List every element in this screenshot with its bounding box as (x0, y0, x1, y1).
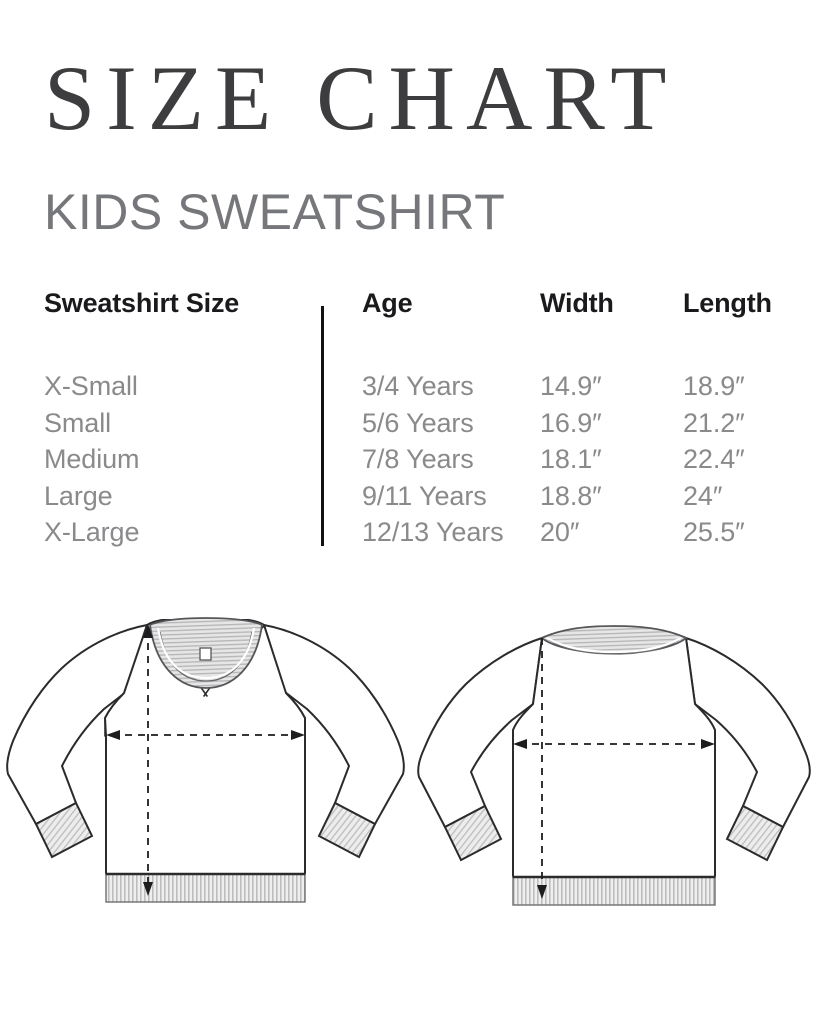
cell-age: 12/13 Years (362, 517, 504, 547)
table-vertical-divider (321, 306, 324, 546)
length-arrow-head-bottom (143, 882, 153, 896)
width-arrow-head-left-back (513, 739, 527, 749)
right-cuff (317, 801, 377, 859)
length-arrow-head-top (143, 624, 153, 638)
cuffs-back (443, 804, 785, 862)
cell-size: X-Large (44, 517, 140, 547)
cell-size: Medium (44, 444, 140, 474)
column-width: Width 14.9″ 16.9″ 18.1″ 18.8″ 20″ (540, 286, 614, 551)
cell-size: Large (44, 480, 113, 511)
cell-length: 24″ (683, 480, 723, 511)
column-sweatshirt-size: Sweatshirt Size X-Small Small Medium Lar… (44, 286, 239, 551)
column-body-sweatshirt-size: X-Small Small Medium Large X-Large (44, 368, 239, 551)
cell-size: X-Small (44, 371, 138, 401)
body-front (104, 619, 306, 875)
column-header-age: Age (362, 288, 413, 318)
cell-age: 7/8 Years (362, 444, 474, 474)
cell-width: 14.9″ (540, 371, 602, 401)
cell-length: 25.5″ (683, 517, 745, 547)
neck-label-tab (199, 647, 212, 661)
column-header-length: Length (683, 288, 772, 318)
sweatshirt-back-view (409, 596, 819, 946)
cell-width: 18.8″ (540, 480, 602, 511)
collar-ribbed-back (540, 625, 688, 655)
width-arrow-head-right (291, 730, 305, 740)
cell-age: 5/6 Years (362, 407, 474, 438)
cell-width: 18.1″ (540, 444, 602, 474)
column-body-width: 14.9″ 16.9″ 18.1″ 18.8″ 20″ (540, 368, 614, 551)
cell-length: 21.2″ (683, 407, 745, 438)
width-arrow-head-left (106, 730, 120, 740)
cell-age: 3/4 Years (362, 371, 474, 401)
column-body-age: 3/4 Years 5/6 Years 7/8 Years 9/11 Years… (362, 368, 504, 551)
right-cuff-back (725, 804, 785, 862)
left-sleeve-back (417, 637, 543, 828)
cell-age: 9/11 Years (362, 480, 487, 511)
column-header-sweatshirt-size: Sweatshirt Size (44, 288, 240, 318)
hem-band-back (512, 875, 716, 906)
column-length: Length 18.9″ 21.2″ 22.4″ 24″ 25.5″ (683, 286, 772, 551)
cell-width: 16.9″ (540, 407, 602, 438)
left-sleeve-front (6, 624, 148, 825)
measurement-arrows-back (513, 638, 715, 899)
measurement-arrows-front (106, 624, 305, 896)
cell-length: 18.9″ (683, 371, 745, 401)
left-cuff-back (443, 804, 503, 862)
hem-band-front (105, 872, 306, 903)
collar-ribbed-front (149, 617, 263, 689)
width-arrow-head-right-back (701, 739, 715, 749)
right-sleeve-back (685, 637, 811, 828)
page-title: SIZE CHART (44, 47, 678, 149)
cell-size: Small (44, 407, 112, 438)
body-back (512, 626, 716, 878)
page-subtitle: KIDS SWEATSHIRT (44, 184, 506, 240)
size-table: Sweatshirt Size X-Small Small Medium Lar… (0, 286, 819, 556)
column-header-width: Width (540, 288, 614, 318)
cell-length: 22.4″ (683, 444, 745, 474)
left-cuff (34, 801, 94, 859)
cell-width: 20″ (540, 517, 580, 547)
right-sleeve-front (263, 624, 405, 825)
sweatshirt-front-view (0, 596, 410, 946)
cuffs-front (34, 801, 377, 859)
column-body-length: 18.9″ 21.2″ 22.4″ 24″ 25.5″ (683, 368, 772, 551)
length-arrow-head-bottom-back (537, 885, 547, 899)
column-age: Age 3/4 Years 5/6 Years 7/8 Years 9/11 Y… (362, 286, 504, 551)
garment-illustrations (0, 596, 819, 946)
